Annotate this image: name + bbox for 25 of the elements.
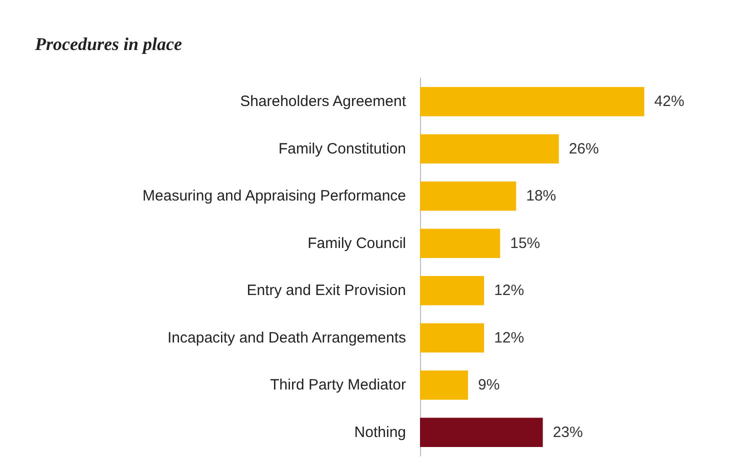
text: Procedures in place xyxy=(34,34,182,54)
y-tick-label: Family Council xyxy=(308,234,406,252)
y-tick-label: Entry and Exit Provision xyxy=(246,282,406,300)
data-label: 12% xyxy=(494,329,524,346)
bar xyxy=(420,418,543,448)
y-tick-label: Measuring and Appraising Performance xyxy=(142,188,406,205)
bar xyxy=(420,323,484,353)
bar xyxy=(420,181,516,211)
bar xyxy=(420,134,559,164)
data-label: 12% xyxy=(494,282,524,300)
bar xyxy=(420,370,468,400)
y-tick-label: Shareholders Agreement xyxy=(240,93,407,110)
data-label: 15% xyxy=(510,234,540,252)
bar xyxy=(420,276,484,306)
data-label: 42% xyxy=(654,93,684,110)
y-tick-label: Incapacity and Death Arrangements xyxy=(168,329,406,346)
data-label: 26% xyxy=(568,140,599,158)
data-label: 9% xyxy=(478,376,500,394)
data-label: 23% xyxy=(552,424,583,441)
bar xyxy=(420,228,500,258)
y-tick-label: Third Party Mediator xyxy=(270,376,406,394)
y-tick-label: Nothing xyxy=(354,424,406,441)
y-tick-label: Family Constitution xyxy=(278,140,406,158)
bar xyxy=(420,86,644,116)
data-label: 18% xyxy=(526,188,556,205)
